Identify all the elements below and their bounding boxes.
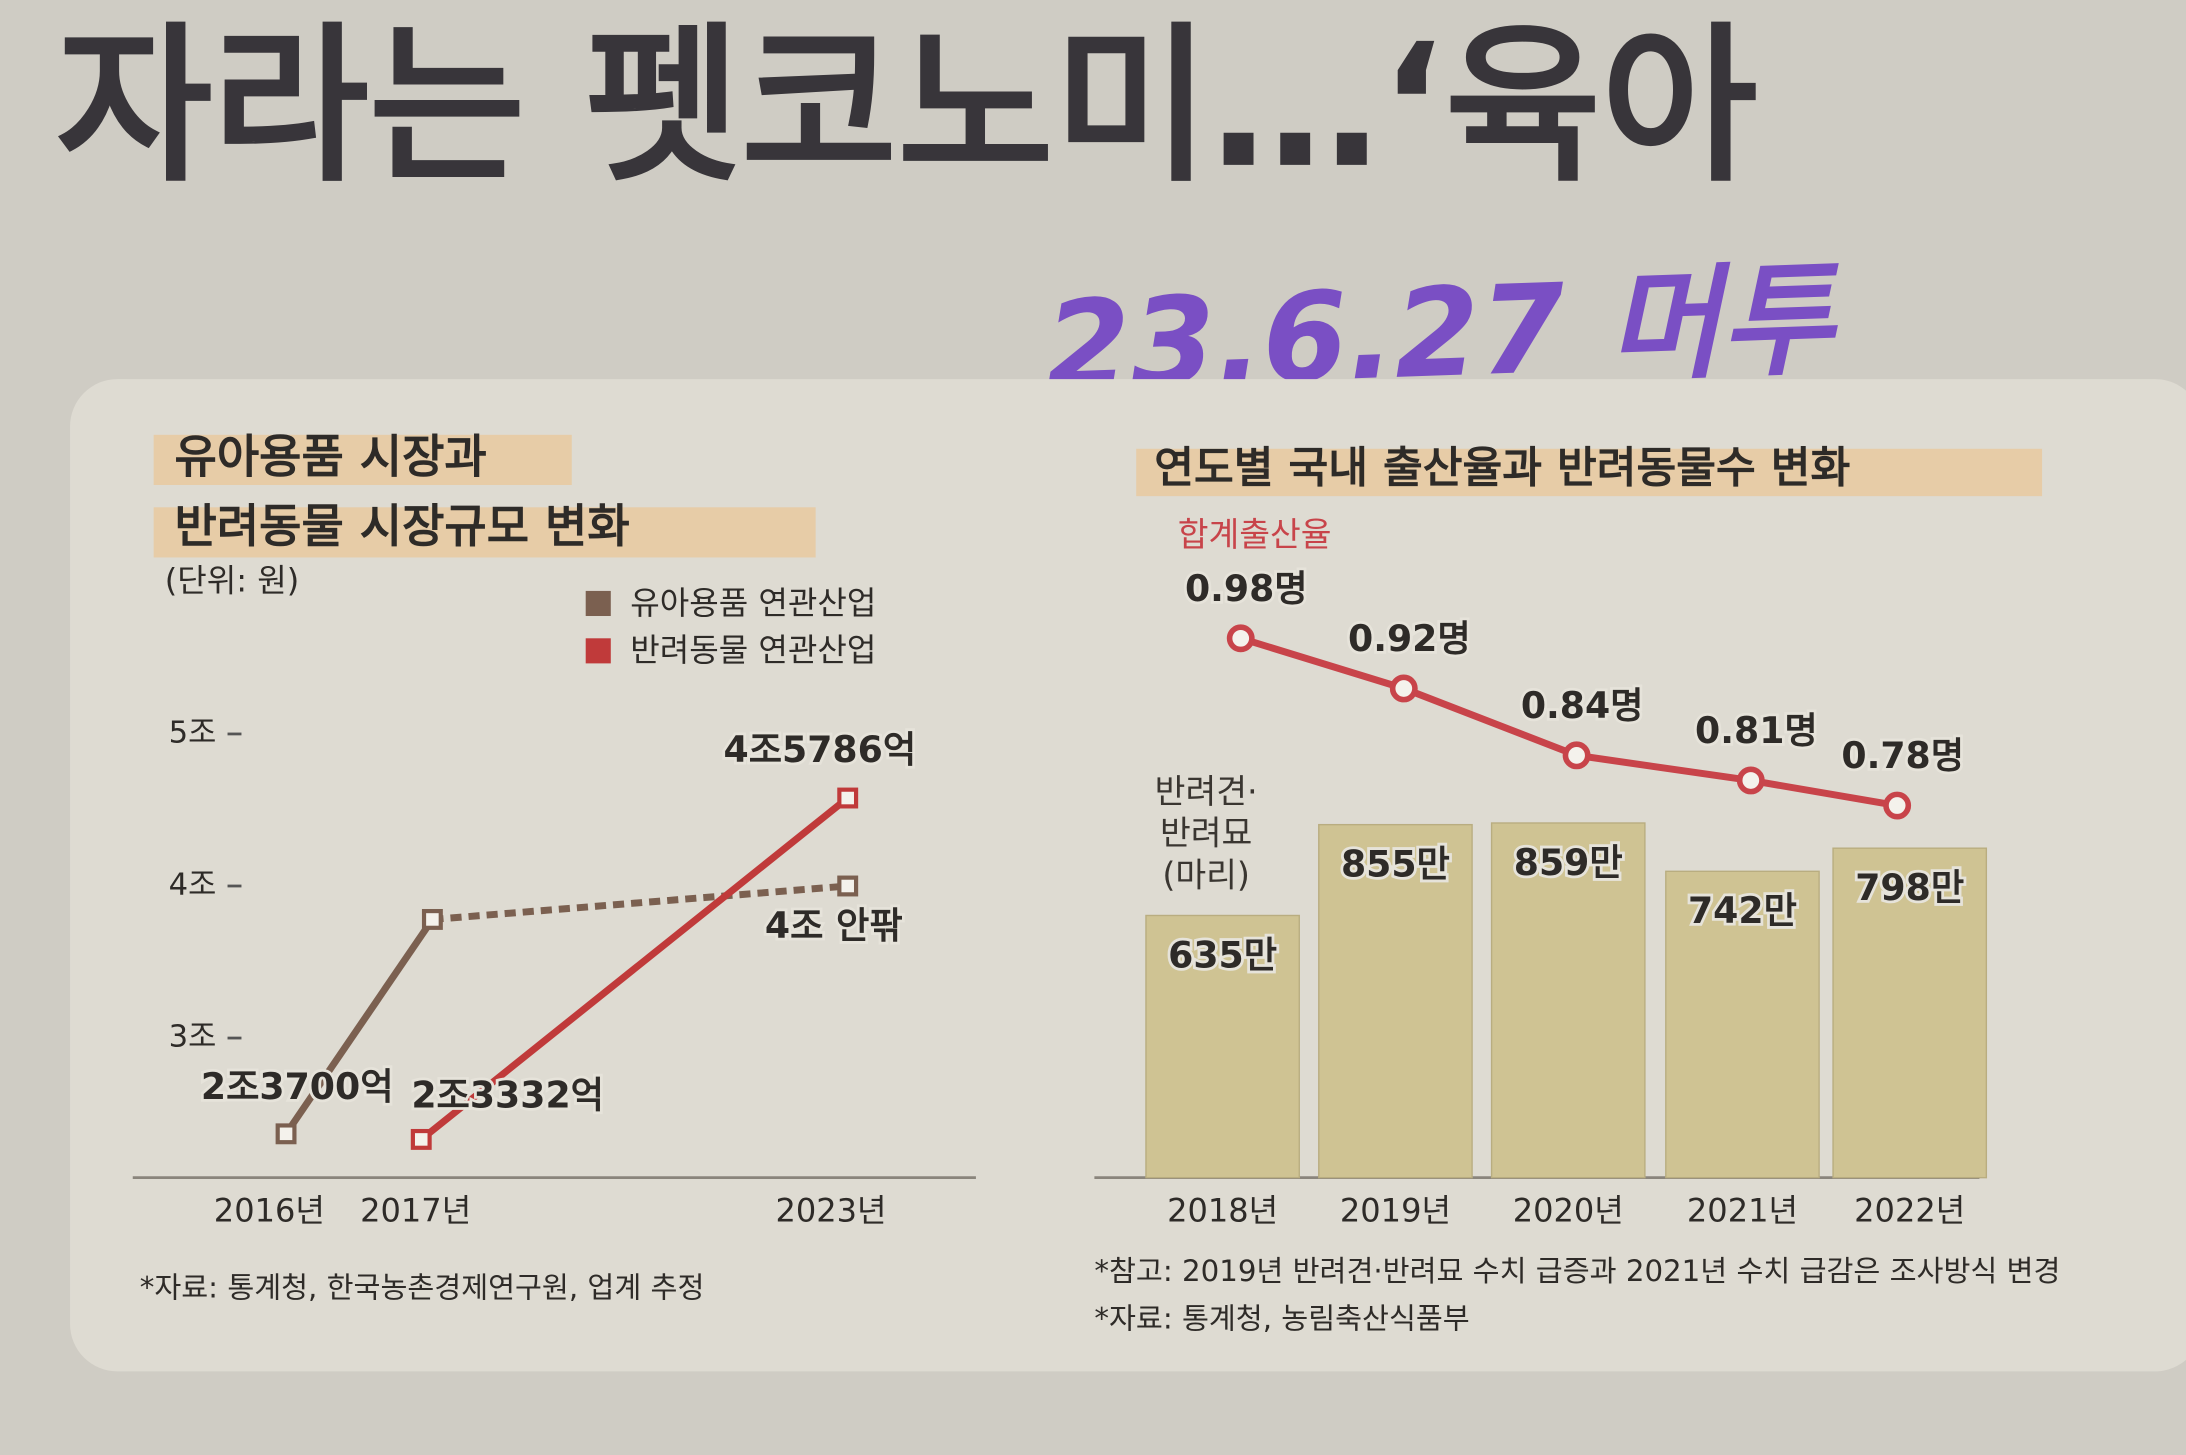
title-highlight xyxy=(1136,448,2043,497)
legend-label: 합계출산율 xyxy=(1178,515,1332,554)
point-marker xyxy=(1389,674,1418,703)
headline: 자라는 펫코노미…‘육아 xyxy=(56,8,1758,206)
bar xyxy=(1832,847,1988,1179)
bar xyxy=(1145,914,1300,1179)
infographic-panel xyxy=(70,379,2186,1372)
data-label: 0.92명 xyxy=(1348,617,1471,660)
chart-title: 유아용품 시장과 xyxy=(175,429,487,483)
y-tick-label: 5조 xyxy=(169,715,217,750)
data-label: 4조 안팎 xyxy=(765,904,903,947)
data-label: 0.78명 xyxy=(1841,734,1964,777)
point-marker xyxy=(421,908,443,930)
legend-swatch xyxy=(585,590,611,617)
x-tick-label: 2022년 xyxy=(1854,1192,1965,1230)
data-label: 855만 xyxy=(1341,842,1450,885)
footnote: *참고: 2019년 반려견·반려묘 수치 급증과 2021년 수치 급감은 조… xyxy=(1094,1254,2060,1288)
series-line xyxy=(432,882,848,923)
title-highlight xyxy=(153,434,572,485)
x-tick-label: 2019년 xyxy=(1340,1192,1451,1230)
bar xyxy=(1665,870,1820,1179)
chart-title: 반려동물 시장규모 변화 xyxy=(175,499,630,553)
data-label: 0.98명 xyxy=(1185,567,1308,610)
x-tick-label: 2017년 xyxy=(360,1192,471,1230)
bar xyxy=(1490,822,1646,1179)
series-line xyxy=(419,795,850,1143)
point-marker xyxy=(410,1128,432,1150)
title-highlight xyxy=(153,507,816,558)
legend-label: 반려동물 연관산업 xyxy=(630,631,876,669)
x-tick-label: 2021년 xyxy=(1687,1192,1798,1230)
source-note: *자료: 통계청, 농림축산식품부 xyxy=(1094,1301,1469,1335)
x-tick-label: 2018년 xyxy=(1167,1192,1278,1230)
data-label: 742만 xyxy=(1688,889,1797,932)
data-label: 859만 xyxy=(1514,841,1623,884)
x-tick-label: 2023년 xyxy=(775,1192,886,1230)
point-marker xyxy=(837,875,859,897)
point-marker xyxy=(1736,766,1765,795)
series-line xyxy=(283,917,436,1136)
legend-swatch xyxy=(585,638,611,664)
data-label: 635만 xyxy=(1168,933,1277,976)
y-tick-label: 3조 xyxy=(169,1020,217,1055)
legend-label-box: 반려견·반려묘 (마리) xyxy=(1154,772,1258,895)
data-label: 2조3700억 xyxy=(201,1065,394,1108)
point-marker xyxy=(1883,791,1912,820)
data-label: 0.81명 xyxy=(1695,709,1818,752)
y-tick-label: 4조 xyxy=(169,867,217,902)
point-marker xyxy=(837,787,859,809)
point-marker xyxy=(1226,624,1255,653)
data-label: 2조3332억 xyxy=(411,1074,604,1117)
chart-title: 연도별 국내 출산율과 반려동물수 변화 xyxy=(1154,444,1850,494)
unit-label: (단위: 원) xyxy=(165,562,299,600)
point-marker xyxy=(275,1123,297,1145)
source-note: *자료: 통계청, 한국농촌경제연구원, 업계 추정 xyxy=(140,1271,705,1305)
x-tick-label: 2020년 xyxy=(1513,1192,1624,1230)
point-marker xyxy=(1562,741,1591,770)
data-label: 4조5786억 xyxy=(724,728,917,771)
x-tick-label: 2016년 xyxy=(214,1192,325,1230)
legend-label: 유아용품 연관산업 xyxy=(630,584,876,622)
legend-label: 반려견·반려묘 (마리) xyxy=(1154,772,1258,895)
bar xyxy=(1318,823,1473,1179)
data-label: 798만 xyxy=(1855,866,1964,909)
data-label: 0.84명 xyxy=(1521,684,1644,727)
